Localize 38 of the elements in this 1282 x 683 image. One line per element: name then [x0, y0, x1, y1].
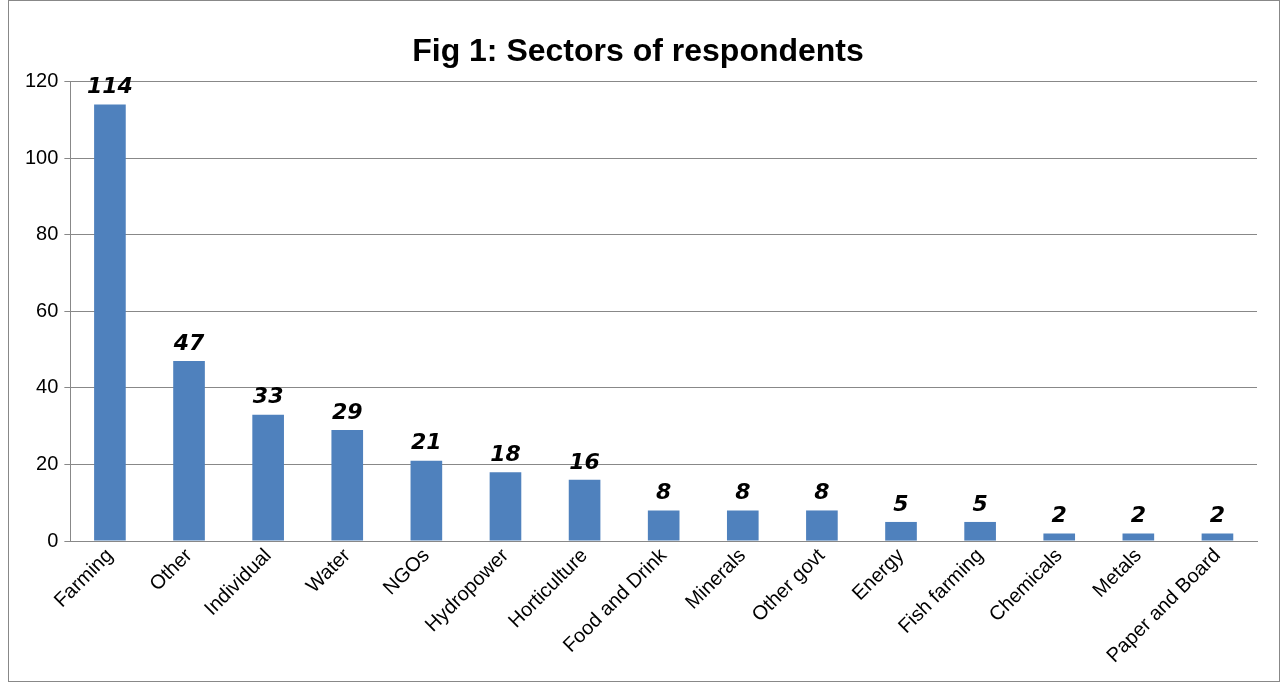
chart-title: Fig 1: Sectors of respondents [412, 32, 864, 69]
data-label: 2 [1130, 502, 1146, 528]
data-label: 21 [411, 429, 442, 455]
data-label: 16 [569, 448, 600, 474]
y-tick-label: 40 [36, 375, 59, 398]
data-label: 5 [972, 490, 988, 516]
data-label: 29 [331, 398, 363, 424]
y-tick-label: 120 [24, 68, 59, 91]
y-tick-label: 80 [36, 222, 59, 245]
bar [410, 460, 443, 541]
bar [94, 104, 126, 541]
bar [806, 510, 838, 541]
bar [489, 472, 522, 541]
bar [173, 361, 205, 541]
y-tick-label: 100 [24, 145, 59, 168]
bar [331, 430, 364, 541]
y-tick-label: 20 [36, 452, 59, 474]
bar [885, 521, 917, 541]
y-tick-label: 0 [47, 528, 59, 551]
data-label: 8 [735, 479, 751, 505]
data-label: 114 [86, 73, 133, 99]
bar [1122, 533, 1155, 541]
y-tick-label: 60 [36, 298, 59, 321]
data-label: 2 [1051, 502, 1067, 528]
data-label: 5 [893, 490, 909, 516]
data-label: 8 [814, 479, 830, 505]
data-label: 2 [1209, 502, 1226, 528]
data-label: 33 [252, 383, 284, 409]
bar [1043, 533, 1076, 541]
bar [726, 510, 759, 541]
bar [964, 521, 996, 541]
data-label: 47 [172, 329, 206, 355]
bar [568, 479, 601, 541]
bar [647, 510, 680, 541]
data-label: 18 [490, 440, 521, 466]
bar [1201, 533, 1234, 541]
data-label: 8 [656, 479, 672, 505]
bar [252, 414, 284, 541]
